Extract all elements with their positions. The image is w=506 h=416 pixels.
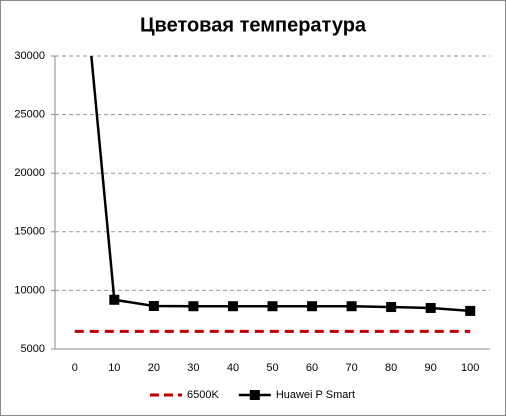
x-tick-label: 40 — [227, 362, 239, 374]
marker — [109, 294, 120, 305]
marker — [307, 301, 318, 312]
y-tick-label: 5000 — [21, 343, 45, 355]
marker — [227, 301, 238, 312]
legend-marker — [249, 390, 260, 400]
y-tick-label: 25000 — [14, 109, 45, 121]
y-tick-label: 20000 — [14, 167, 45, 179]
legend-label: 6500K — [187, 389, 219, 401]
x-tick-label: 70 — [345, 362, 357, 374]
marker — [267, 301, 278, 312]
marker — [346, 301, 357, 312]
x-tick-label: 10 — [108, 362, 120, 374]
x-tick-label: 50 — [266, 362, 278, 374]
plot-area — [74, 56, 476, 333]
chart-title: Цветовая температура — [140, 14, 367, 36]
y-tick-label: 10000 — [14, 284, 45, 296]
x-tick-label: 60 — [306, 362, 318, 374]
y-tick-label: 30000 — [14, 50, 45, 62]
x-tick-label: 20 — [148, 362, 160, 374]
legend-label: Huawei P Smart — [276, 389, 355, 401]
x-tick-label: 80 — [385, 362, 397, 374]
marker — [148, 300, 159, 311]
marker — [425, 302, 436, 313]
x-tick-label: 90 — [425, 362, 437, 374]
marker — [188, 301, 199, 312]
x-tick-label: 0 — [72, 362, 78, 374]
x-tick-label: 30 — [187, 362, 199, 374]
marker — [465, 305, 476, 316]
marker — [386, 302, 397, 313]
x-tick-label: 100 — [461, 362, 479, 374]
y-tick-label: 15000 — [14, 226, 45, 238]
